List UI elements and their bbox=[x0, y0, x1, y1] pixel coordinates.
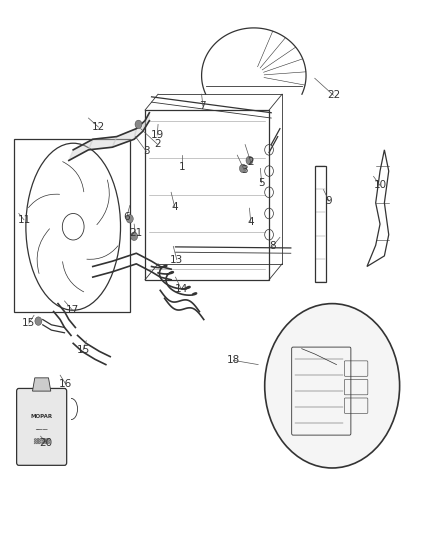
Polygon shape bbox=[113, 128, 136, 147]
Polygon shape bbox=[88, 136, 117, 150]
Text: 2: 2 bbox=[154, 139, 160, 149]
Circle shape bbox=[135, 120, 142, 128]
Text: 22: 22 bbox=[327, 90, 340, 100]
Circle shape bbox=[131, 232, 138, 240]
Text: 5: 5 bbox=[258, 177, 265, 188]
Text: 4: 4 bbox=[171, 201, 178, 212]
Text: 20: 20 bbox=[40, 438, 53, 448]
Text: 15: 15 bbox=[22, 318, 35, 328]
Text: ━━━━━: ━━━━━ bbox=[35, 429, 48, 432]
Text: 2: 2 bbox=[247, 157, 254, 167]
Polygon shape bbox=[134, 120, 145, 139]
Text: 18: 18 bbox=[227, 356, 240, 365]
Text: 21: 21 bbox=[129, 228, 142, 238]
Text: 14: 14 bbox=[174, 284, 188, 294]
Text: 13: 13 bbox=[170, 255, 184, 264]
Circle shape bbox=[240, 164, 247, 173]
Text: 9: 9 bbox=[326, 196, 332, 206]
Circle shape bbox=[265, 304, 399, 468]
FancyBboxPatch shape bbox=[17, 389, 67, 465]
Text: 17: 17 bbox=[66, 305, 79, 315]
Text: 7: 7 bbox=[200, 101, 206, 111]
Text: 8: 8 bbox=[269, 241, 276, 252]
Text: 15: 15 bbox=[77, 345, 90, 355]
Text: 12: 12 bbox=[92, 122, 105, 132]
Text: 11: 11 bbox=[18, 215, 31, 225]
Circle shape bbox=[126, 215, 133, 223]
Text: ▓▓▓▓: ▓▓▓▓ bbox=[33, 438, 50, 444]
Text: MOPAR: MOPAR bbox=[31, 414, 53, 418]
Circle shape bbox=[246, 156, 253, 165]
Text: 4: 4 bbox=[247, 217, 254, 228]
Polygon shape bbox=[143, 113, 149, 131]
Text: 3: 3 bbox=[143, 147, 150, 157]
Text: 16: 16 bbox=[59, 379, 72, 389]
Text: 10: 10 bbox=[374, 180, 387, 190]
Text: 3: 3 bbox=[241, 165, 247, 175]
Text: 1: 1 bbox=[179, 162, 185, 172]
Polygon shape bbox=[69, 139, 93, 160]
Polygon shape bbox=[32, 378, 51, 391]
Text: 19: 19 bbox=[151, 130, 164, 140]
Text: 6: 6 bbox=[124, 212, 130, 222]
Circle shape bbox=[35, 317, 42, 325]
